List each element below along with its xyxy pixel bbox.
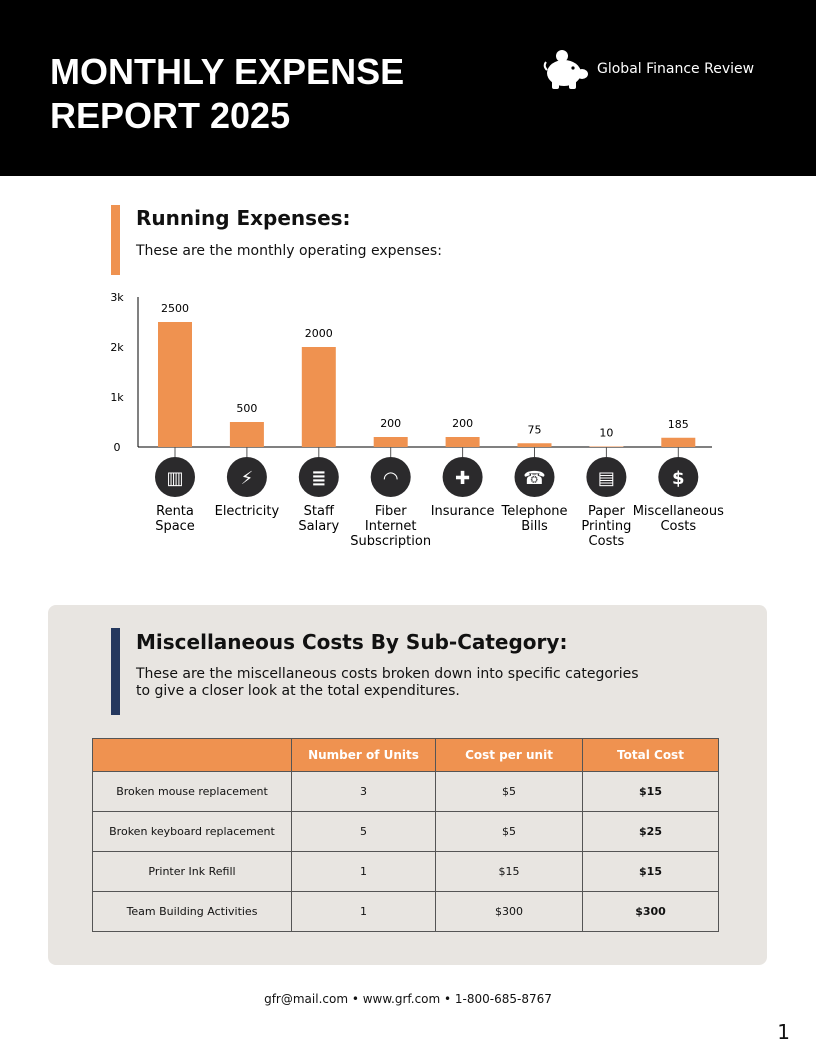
table-cell: 5 bbox=[291, 811, 436, 852]
data-label: 2000 bbox=[305, 327, 333, 340]
data-label: 200 bbox=[380, 417, 401, 430]
y-tick-label: 2k bbox=[110, 341, 124, 354]
category-label: Insurance bbox=[431, 504, 495, 519]
col-header bbox=[92, 738, 292, 772]
data-label: 2500 bbox=[161, 302, 189, 315]
piggy-bank-icon bbox=[543, 50, 588, 89]
accent-bar bbox=[111, 628, 120, 715]
table-cell: Printer Ink Refill bbox=[92, 851, 292, 892]
table-row: Broken keyboard replacement 5 $5 $25 bbox=[92, 811, 719, 852]
table-cell: $300 bbox=[582, 891, 719, 932]
table-cell: $15 bbox=[582, 851, 719, 892]
data-label: 75 bbox=[528, 423, 542, 436]
bar bbox=[661, 437, 696, 447]
table-cell: Team Building Activities bbox=[92, 891, 292, 932]
data-label: 500 bbox=[236, 402, 257, 415]
table-row: Printer Ink Refill 1 $15 $15 bbox=[92, 851, 719, 892]
bar bbox=[517, 443, 552, 447]
table-cell: 1 bbox=[291, 851, 436, 892]
printer-icon-glyph: ▤ bbox=[598, 468, 615, 489]
table-cell: $300 bbox=[435, 891, 583, 932]
category-label: Paper Printing Costs bbox=[581, 504, 631, 549]
coins-icon-glyph: ≣ bbox=[311, 468, 326, 489]
accent-bar bbox=[111, 205, 120, 275]
storefront-icon-glyph: ▥ bbox=[166, 468, 183, 489]
storefront-icon bbox=[155, 457, 195, 497]
misc-description: These are the miscellaneous costs broken… bbox=[136, 666, 639, 700]
col-header: Number of Units bbox=[291, 738, 436, 772]
money-bag-icon-glyph: $ bbox=[672, 468, 685, 489]
plug-icon-glyph: ⚡ bbox=[241, 468, 254, 489]
category-label: Fiber Internet Subscription bbox=[350, 504, 431, 549]
misc-table: Number of Units Cost per unit Total Cost… bbox=[92, 738, 719, 932]
running-description: These are the monthly operating expenses… bbox=[136, 243, 442, 259]
col-header: Cost per unit bbox=[435, 738, 583, 772]
table-cell: Broken mouse replacement bbox=[92, 771, 292, 812]
bar bbox=[373, 437, 408, 447]
table-cell: $15 bbox=[435, 851, 583, 892]
table-row: Team Building Activities 1 $300 $300 bbox=[92, 891, 719, 932]
clipboard-medical-icon-glyph: ✚ bbox=[455, 468, 470, 489]
coins-icon bbox=[298, 457, 339, 497]
category-label: Miscellaneous Costs bbox=[633, 504, 724, 534]
plug-icon bbox=[226, 457, 267, 497]
y-tick-label: 0 bbox=[114, 441, 121, 454]
bar bbox=[589, 446, 624, 447]
col-header: Total Cost bbox=[582, 738, 719, 772]
running-heading: Running Expenses: bbox=[136, 206, 351, 230]
category-label: Telephone Bills bbox=[500, 504, 567, 534]
header: MONTHLY EXPENSE REPORT 2025 Global Finan… bbox=[0, 0, 816, 176]
page-title: MONTHLY EXPENSE REPORT 2025 bbox=[50, 51, 405, 136]
desc-line: to give a closer look at the total expen… bbox=[136, 683, 460, 699]
bar bbox=[445, 437, 480, 447]
table-cell: $15 bbox=[582, 771, 719, 812]
table-cell: $25 bbox=[582, 811, 719, 852]
table-cell: $5 bbox=[435, 811, 583, 852]
brand: Global Finance Review bbox=[543, 48, 754, 90]
category-label: Renta Space bbox=[155, 504, 195, 534]
footer-contact: gfr@mail.com • www.grf.com • 1-800-685-8… bbox=[264, 992, 552, 1006]
bar bbox=[158, 322, 192, 447]
clipboard-medical-icon bbox=[442, 457, 483, 497]
table-cell: 1 bbox=[291, 891, 436, 932]
phone-icon-glyph: ☎ bbox=[523, 468, 545, 489]
bar bbox=[301, 347, 336, 447]
y-tick-label: 1k bbox=[110, 391, 124, 404]
money-bag-icon bbox=[658, 457, 699, 497]
category-label: Electricity bbox=[215, 504, 280, 519]
expense-chart: 0 1k 2k 3k 2500 ▥ Renta Space 500 ⚡ Electricity 200… bbox=[110, 291, 724, 549]
brand-name: Global Finance Review bbox=[597, 61, 755, 77]
table-cell: $5 bbox=[435, 771, 583, 812]
wifi-icon bbox=[370, 457, 411, 497]
misc-heading: Miscellaneous Costs By Sub-Category: bbox=[136, 630, 568, 654]
wifi-icon-glyph: ◠ bbox=[384, 468, 398, 489]
table-cell: Broken keyboard replacement bbox=[92, 811, 292, 852]
table-row: Broken mouse replacement 3 $5 $15 bbox=[92, 771, 719, 812]
desc-line: These are the miscellaneous costs broken… bbox=[136, 666, 639, 682]
data-label: 185 bbox=[668, 418, 689, 431]
phone-icon bbox=[514, 457, 555, 497]
printer-icon bbox=[586, 457, 627, 497]
table-cell: 3 bbox=[291, 771, 436, 812]
data-label: 10 bbox=[599, 427, 613, 440]
page-number: 1 bbox=[777, 1020, 790, 1044]
data-label: 200 bbox=[452, 417, 473, 430]
bar bbox=[229, 422, 264, 447]
category-label: Staff Salary bbox=[298, 504, 339, 534]
y-tick-label: 3k bbox=[110, 291, 124, 304]
